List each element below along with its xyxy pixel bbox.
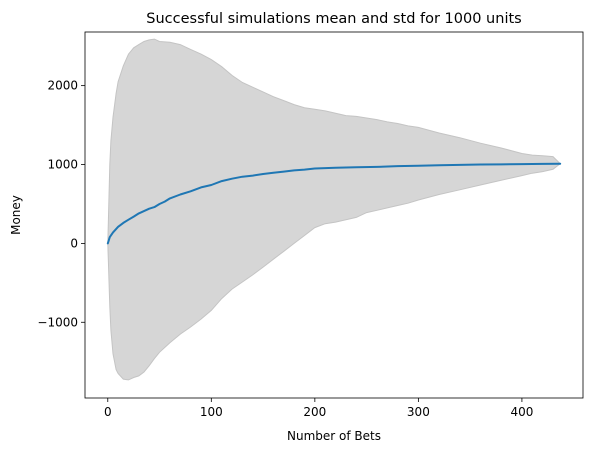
mean-line-layer <box>106 162 562 245</box>
y-tick-label: 1000 <box>47 158 78 172</box>
y-tick-label: 0 <box>70 236 78 250</box>
y-tick-label: 2000 <box>47 79 78 93</box>
x-tick-label: 400 <box>510 405 533 419</box>
chart-title: Successful simulations mean and std for … <box>146 11 521 27</box>
mean-line <box>106 162 562 245</box>
y-axis-ticks: −1000 0 1000 2000 <box>37 79 85 329</box>
y-axis-label: Money <box>9 195 23 235</box>
x-tick-label: 0 <box>104 405 112 419</box>
y-tick-label: −1000 <box>37 315 78 329</box>
x-tick-label: 200 <box>303 405 326 419</box>
x-axis-ticks: 0 100 200 300 400 <box>104 398 533 419</box>
plot-frame <box>84 31 584 399</box>
x-tick-label: 100 <box>200 405 223 419</box>
x-tick-label: 300 <box>407 405 430 419</box>
x-axis-label: Number of Bets <box>287 429 381 443</box>
